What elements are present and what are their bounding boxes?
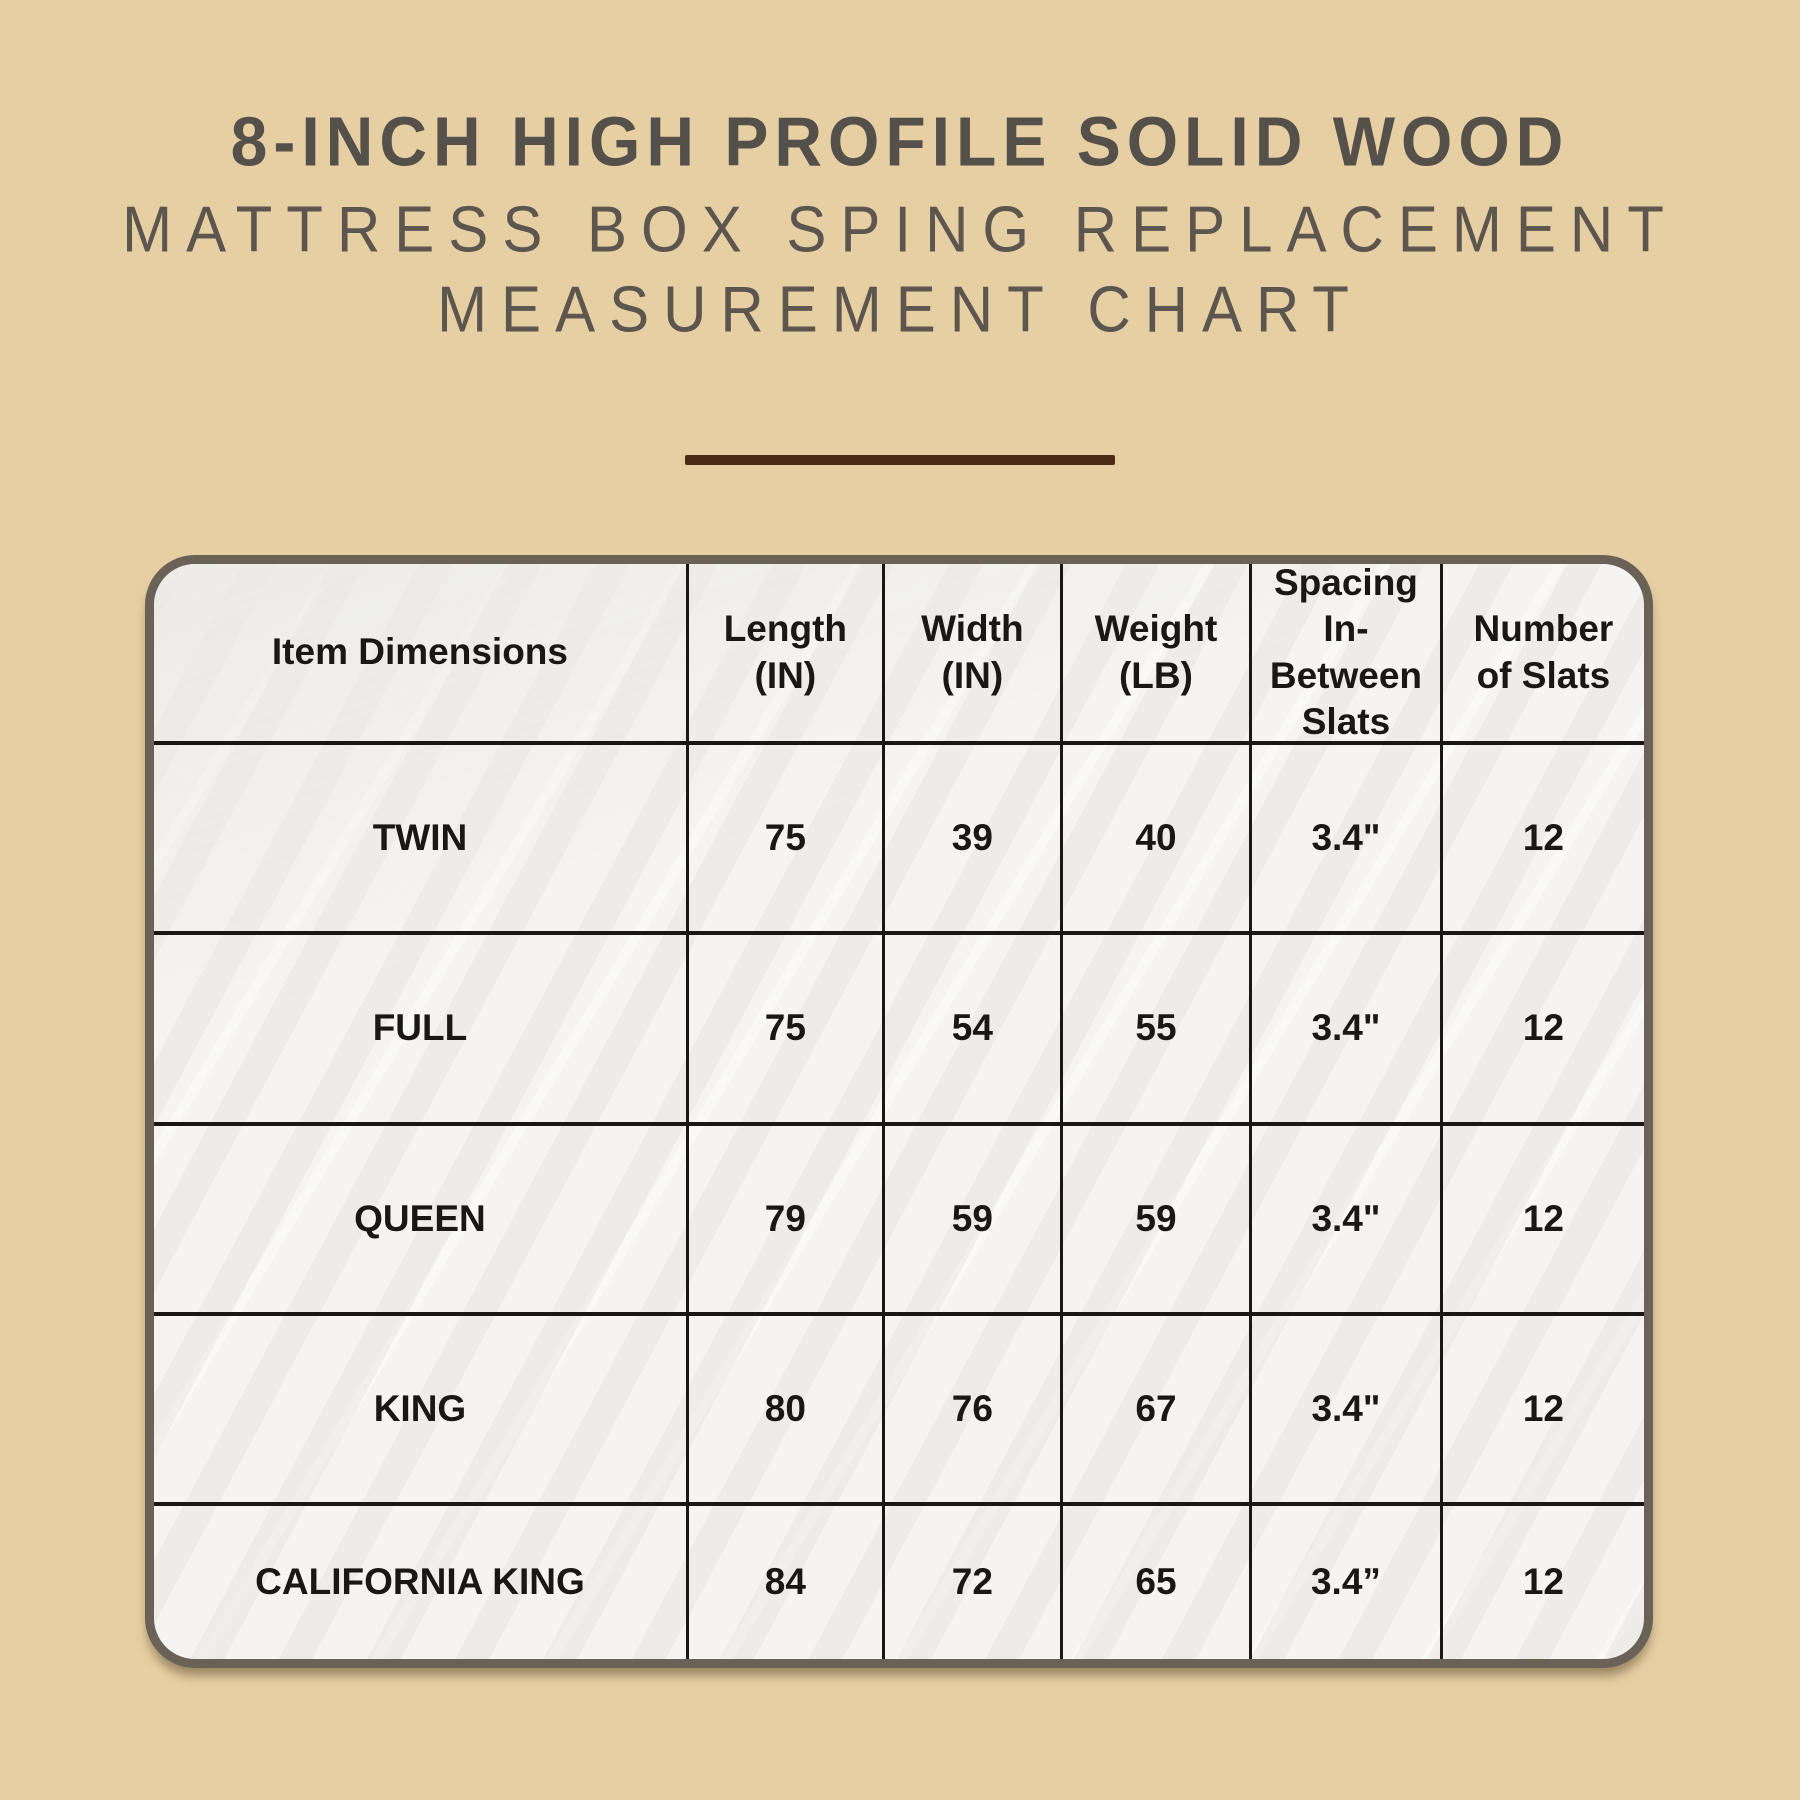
cell-twin-length: 75 <box>688 745 885 935</box>
measurement-table: Item Dimensions Length (IN) Width (IN) W… <box>145 555 1653 1668</box>
cell-california-king-weight: 65 <box>1063 1506 1253 1659</box>
cell-queen-slats: 12 <box>1442 1126 1644 1316</box>
row-label-full: FULL <box>154 935 689 1126</box>
cell-queen-spacing: 3.4" <box>1252 1126 1443 1316</box>
cell-twin-width: 39 <box>884 745 1063 935</box>
cell-full-width: 54 <box>884 935 1063 1126</box>
cell-queen-width: 59 <box>884 1126 1063 1316</box>
cell-california-king-spacing: 3.4” <box>1252 1506 1443 1659</box>
cell-queen-weight: 59 <box>1062 1126 1253 1316</box>
cell-king-width: 76 <box>884 1316 1063 1506</box>
cell-full-slats: 12 <box>1442 935 1644 1126</box>
cell-full-spacing: 3.4" <box>1252 935 1443 1126</box>
cell-king-length: 80 <box>688 1316 885 1506</box>
cell-california-king-slats: 12 <box>1522 1561 1564 1603</box>
cell-king-slats: 12 <box>1442 1316 1644 1506</box>
cell-full-length: 75 <box>688 935 885 1126</box>
header-cell-number-of-slats: Number of Slats <box>1442 564 1644 745</box>
header-cell-length: Length (IN) <box>688 564 885 745</box>
measurement-table-grid: Item Dimensions Length (IN) Width (IN) W… <box>154 564 1644 1659</box>
cell-king-weight: 67 <box>1062 1316 1253 1506</box>
row-label-twin: TWIN <box>154 745 689 935</box>
row-label-california-king: CALIFORNIA KING <box>154 1506 689 1659</box>
row-label-king: KING <box>154 1316 689 1506</box>
header-cell-weight: Weight (LB) <box>1062 564 1253 745</box>
cell-california-king-length: 84 <box>689 1506 885 1659</box>
header-cell-item-dimensions: Item Dimensions <box>154 564 689 745</box>
cell-twin-spacing: 3.4" <box>1252 745 1443 935</box>
row-label-queen: QUEEN <box>154 1126 689 1316</box>
page-title-line-1: 8-INCH HIGH PROFILE SOLID WOOD <box>230 101 1570 181</box>
cell-twin-weight: 40 <box>1062 745 1253 935</box>
header-cell-width: Width (IN) <box>884 564 1063 745</box>
cell-full-weight: 55 <box>1062 935 1253 1126</box>
page-title: 8-INCH HIGH PROFILE SOLID WOOD MATTRESS … <box>0 101 1800 360</box>
cell-queen-length: 79 <box>688 1126 885 1316</box>
page-title-line-3: MEASUREMENT CHART <box>437 273 1363 346</box>
title-divider <box>685 455 1115 465</box>
page-title-line-2: MATTRESS BOX SPING REPLACEMENT <box>122 193 1678 266</box>
cell-california-king-width: 72 <box>885 1506 1063 1659</box>
cell-king-spacing: 3.4" <box>1252 1316 1443 1506</box>
cell-twin-slats: 12 <box>1442 745 1644 935</box>
header-cell-spacing: Spacing In-Between Slats <box>1252 564 1443 745</box>
